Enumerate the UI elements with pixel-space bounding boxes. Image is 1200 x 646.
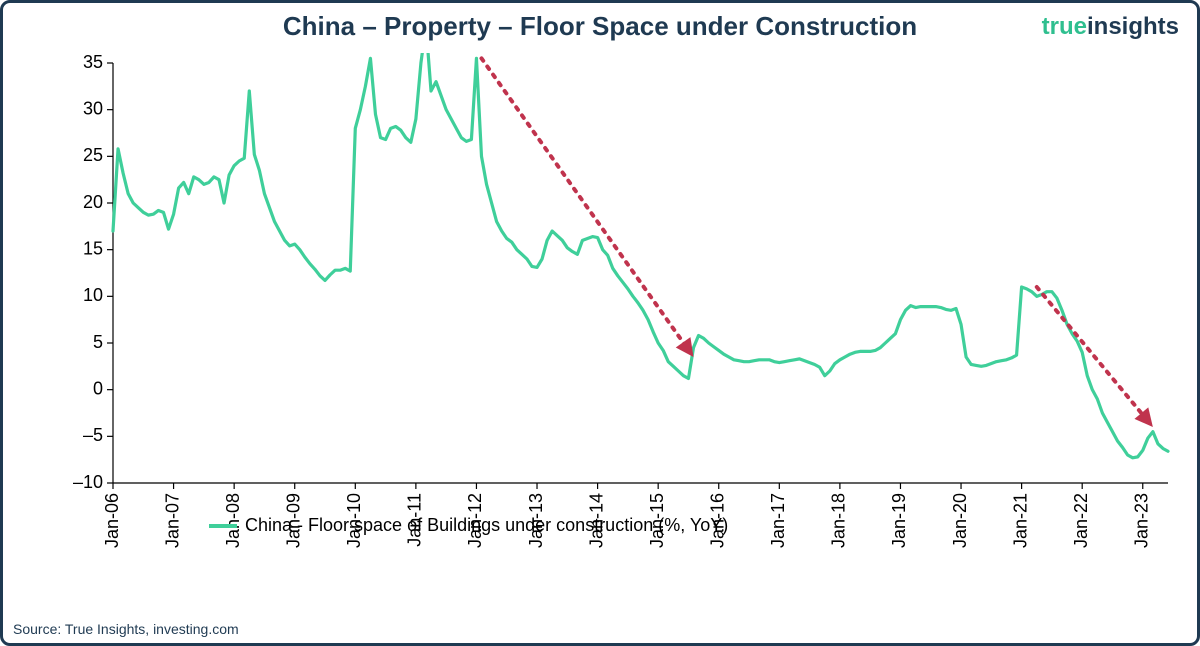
svg-text:25: 25	[83, 145, 103, 165]
svg-text:Jan-22: Jan-22	[1071, 493, 1091, 548]
source-text: Source: True Insights, investing.com	[13, 621, 239, 637]
svg-text:35: 35	[83, 53, 103, 72]
svg-text:Jan-18: Jan-18	[829, 493, 849, 548]
svg-text:–10: –10	[73, 472, 103, 492]
svg-text:Jan-21: Jan-21	[1010, 493, 1030, 548]
svg-text:0: 0	[93, 378, 103, 398]
legend-swatch	[209, 524, 237, 528]
svg-text:Jan-23: Jan-23	[1132, 493, 1152, 548]
logo-word-true: true	[1042, 13, 1087, 40]
svg-text:Jan-19: Jan-19	[889, 493, 909, 548]
svg-text:–5: –5	[83, 425, 103, 445]
brand-logo: trueinsights	[1042, 13, 1179, 41]
chart-plot: –10–505101520253035Jan-06Jan-07Jan-08Jan…	[73, 53, 1178, 553]
logo-word-insights: insights	[1087, 13, 1179, 40]
svg-text:5: 5	[93, 332, 103, 352]
svg-text:Jan-17: Jan-17	[768, 493, 788, 548]
chart-title: China – Property – Floor Space under Con…	[3, 11, 1197, 42]
svg-text:15: 15	[83, 238, 103, 258]
legend: China - Floor space of Buildings under c…	[203, 513, 734, 538]
svg-text:Jan-20: Jan-20	[950, 493, 970, 548]
svg-text:Jan-07: Jan-07	[162, 493, 182, 548]
svg-text:30: 30	[83, 98, 103, 118]
svg-text:Jan-06: Jan-06	[102, 493, 122, 548]
svg-text:10: 10	[83, 285, 103, 305]
chart-frame: China – Property – Floor Space under Con…	[0, 0, 1200, 646]
svg-text:20: 20	[83, 192, 103, 212]
legend-label: China - Floor space of Buildings under c…	[245, 515, 728, 536]
